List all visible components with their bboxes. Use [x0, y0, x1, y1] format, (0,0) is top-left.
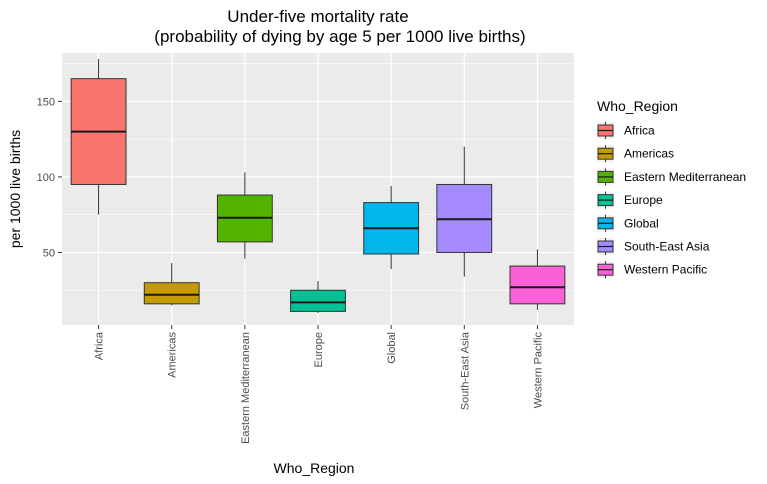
legend-item: Global — [597, 214, 659, 232]
y-tick-label: 50 — [43, 247, 55, 259]
legend: Africa Americas Eastern Mediterranean Europ… — [597, 122, 746, 279]
x-axis-title: Who_Region — [274, 460, 355, 476]
legend-label: Eastern Mediterranean — [624, 170, 746, 184]
x-tick-label: Americas — [167, 332, 179, 378]
box-global — [363, 185, 420, 270]
legend-item: Africa — [597, 122, 655, 139]
y-axis-title: per 1000 live births — [7, 130, 23, 248]
x-axis-ticks: Africa Americas Eastern Mediterranean Europ… — [94, 325, 544, 444]
legend-label: Western Pacific — [624, 263, 707, 277]
legend-title: Who_Region — [597, 98, 678, 114]
box-europe — [290, 281, 346, 313]
y-tick-label: 100 — [37, 172, 55, 184]
legend-item: Eastern Mediterranean — [597, 168, 746, 186]
box-body — [143, 282, 200, 305]
legend-label: Europe — [624, 193, 663, 207]
x-tick-label: Africa — [94, 331, 106, 360]
box-body — [290, 289, 346, 312]
x-tick-label: South-East Asia — [459, 331, 471, 410]
boxes — [70, 59, 566, 313]
legend-label: Africa — [624, 124, 655, 138]
legend-item: Western Pacific — [597, 261, 707, 279]
legend-item: Europe — [597, 191, 663, 209]
x-tick-label: Global — [386, 332, 398, 364]
y-axis-ticks: 50 100 150 — [37, 96, 62, 259]
box-africa — [70, 59, 127, 215]
legend-label: Americas — [624, 147, 674, 161]
legend-label: South-East Asia — [624, 240, 710, 254]
legend-item: South-East Asia — [597, 238, 710, 255]
x-tick-label: Western Pacific — [532, 332, 544, 409]
box-eastern-mediterranean — [216, 172, 273, 259]
box-south-east-asia — [436, 146, 493, 277]
legend-label: Global — [624, 216, 659, 230]
x-tick-label: Europe — [313, 332, 325, 367]
chart-title-line-2: (probability of dying by age 5 per 1000 … — [154, 27, 525, 46]
y-tick-label: 150 — [37, 96, 55, 108]
legend-item: Americas — [597, 145, 674, 163]
box-americas — [143, 263, 200, 306]
x-tick-label: Eastern Mediterranean — [240, 332, 252, 444]
box-western-pacific — [509, 249, 566, 310]
box-body — [509, 265, 566, 305]
chart-title-line-1: Under-five mortality rate — [227, 7, 408, 26]
